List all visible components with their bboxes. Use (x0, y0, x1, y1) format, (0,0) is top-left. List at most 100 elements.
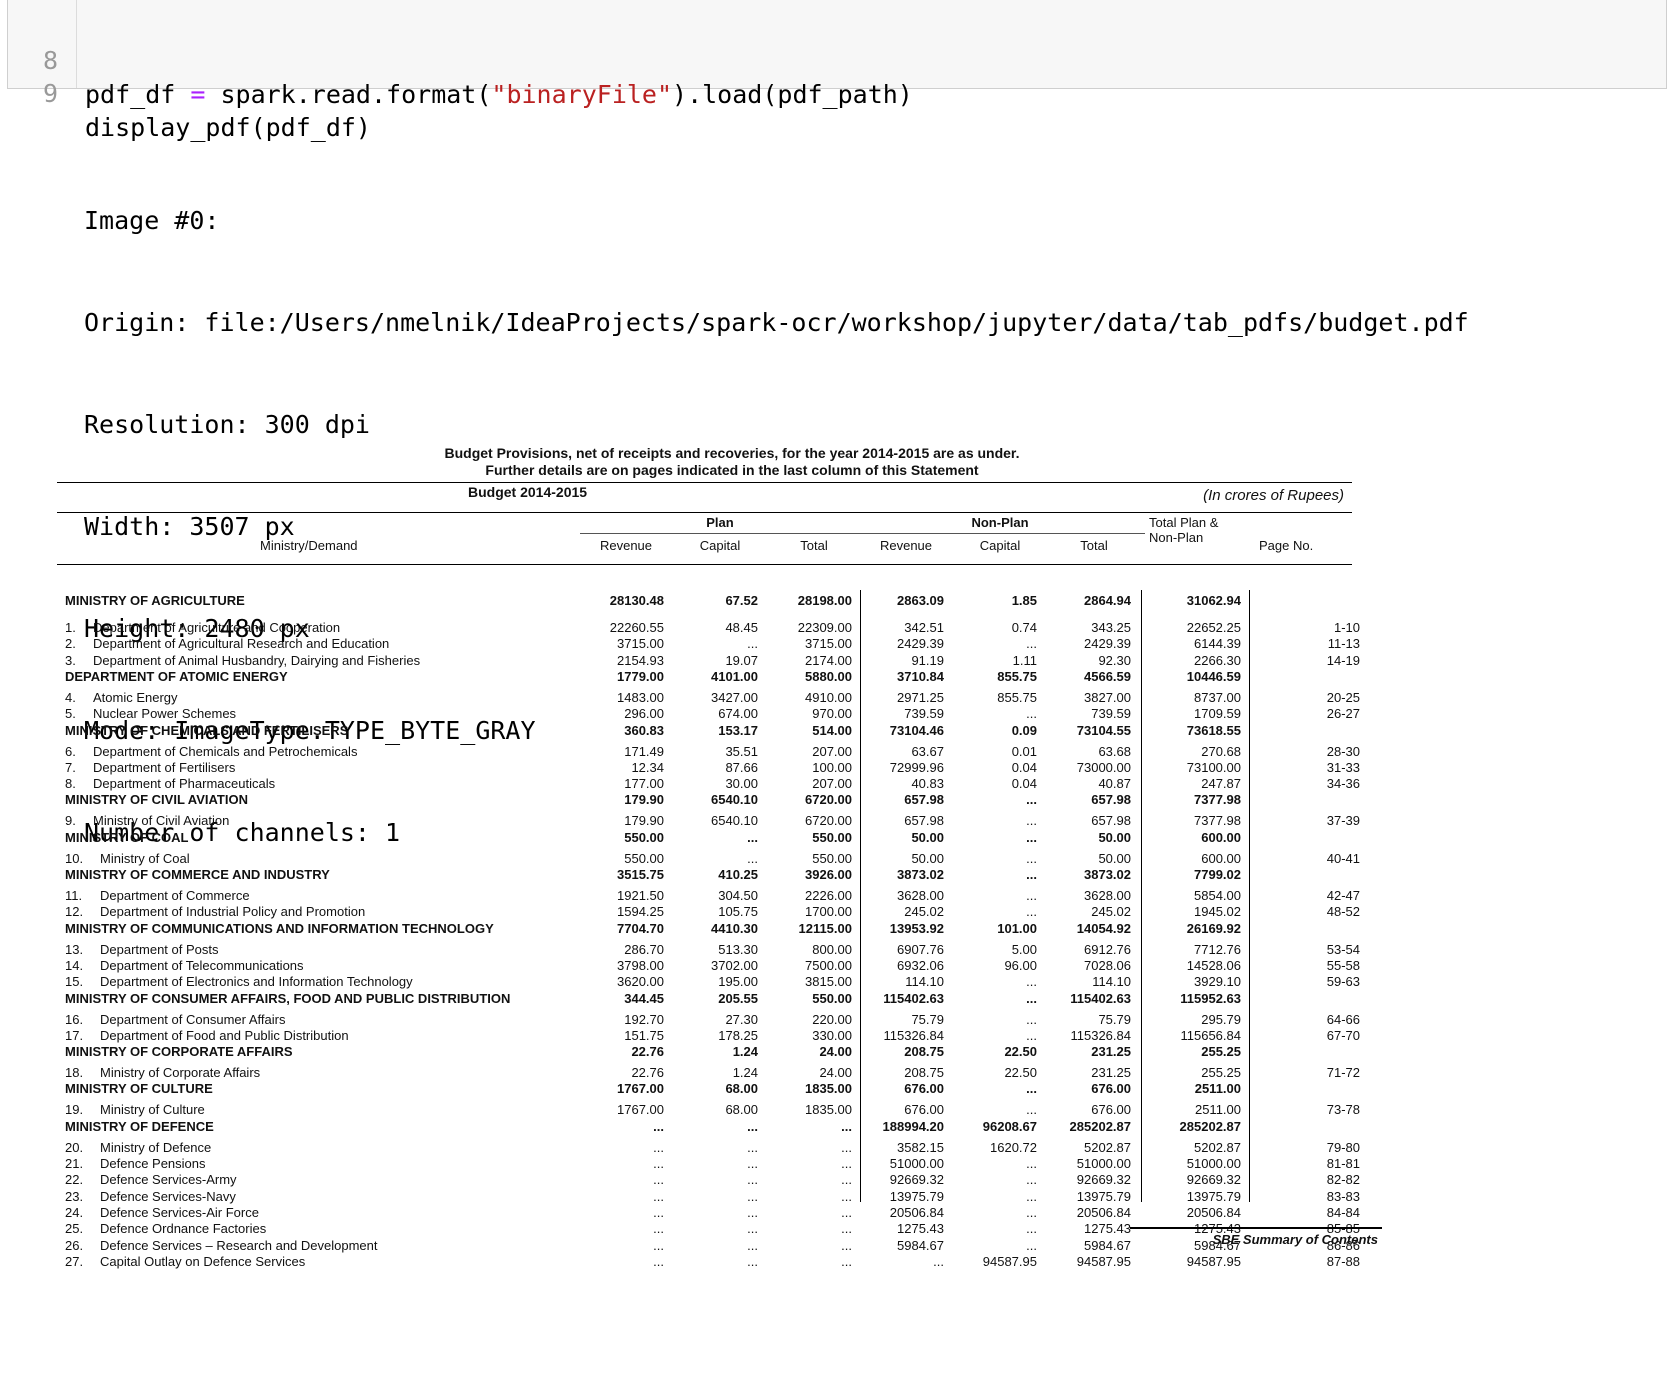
value-cell: ... (747, 1204, 758, 1220)
department-row: 6. Department of Chemicals and Petrochemi… (0, 744, 1674, 760)
value-cell: 20506.84 (1076, 1204, 1131, 1220)
header-capital: Capital (979, 538, 1021, 553)
row-label: Defence Services – Research and Developm… (100, 1237, 378, 1253)
value-cell: ... (1026, 1204, 1037, 1220)
ministry-row: MINISTRY OF COAL 550.00... 550.00 50.00... 5… (0, 830, 1674, 846)
value-cell: 2863.09 (897, 593, 944, 608)
ministry-row: MINISTRY OF CULTURE 1767.00 68.00 1835.00 67… (0, 1081, 1674, 1097)
value-cell: 100.00 (812, 759, 852, 775)
department-row: 14. Department of Telecommunications 3798.… (0, 958, 1674, 974)
document-footer: SBE Summary of Contents (1212, 1232, 1378, 1247)
output-line: Resolution: 300 dpi (84, 410, 370, 439)
value-cell: 270.68 (1201, 743, 1241, 759)
value-cell: 20506.84 (889, 1204, 944, 1220)
value-cell: 5202.87 (1194, 1139, 1241, 1155)
row-label: Department of Electronics and Informatio… (100, 974, 413, 990)
department-row: 26. Defence Services – Research and Devel… (0, 1238, 1674, 1254)
value-cell: 63.67 (911, 743, 944, 759)
row-label: Capital Outlay on Defence Services (100, 1253, 306, 1269)
value-cell: ... (841, 1237, 852, 1253)
value-cell: 208.75 (904, 1065, 944, 1081)
row-number: 18. (65, 1065, 84, 1081)
value-cell: 151.75 (624, 1027, 664, 1043)
value-cell: ... (653, 1139, 664, 1155)
value-cell: 855.75 (997, 668, 1037, 684)
value-cell: 101.00 (997, 920, 1037, 936)
cell-output: Image #0: Origin: file:/Users/nmelnik/Id… (84, 136, 1469, 884)
value-cell: ... (747, 1188, 758, 1204)
code-line-8[interactable]: 8 pdf_df = spark.read.format("binaryFile… (8, 10, 913, 109)
value-cell: 6720.00 (805, 813, 852, 829)
value-cell: 6912.76 (1084, 941, 1131, 957)
page-number-cell: 73-78 (1326, 1102, 1360, 1118)
value-cell: ... (747, 850, 758, 866)
page-number-cell: 26-27 (1326, 706, 1360, 722)
value-cell: ... (653, 1172, 664, 1188)
value-cell: ... (1026, 1156, 1037, 1171)
value-cell: 2511.00 (1194, 1102, 1241, 1118)
value-cell: 5984.67 (897, 1237, 944, 1253)
department-row: 5. Nuclear Power Schemes 296.00 674.00 970.0… (0, 706, 1674, 722)
value-cell: 115326.84 (1070, 1027, 1132, 1043)
row-label: Defence Services-Navy (100, 1188, 236, 1204)
header-revenue: Revenue (879, 538, 933, 553)
code-text[interactable]: pdf_df = spark.read.format("binaryFile")… (85, 80, 913, 109)
department-row: 13. Department of Posts 286.70 513.30 800.00… (0, 942, 1674, 958)
value-cell: 245.02 (1091, 904, 1131, 920)
value-cell: 1275.43 (897, 1221, 944, 1237)
value-cell: 220.00 (812, 1011, 852, 1027)
value-cell: 73618.55 (1186, 722, 1241, 738)
value-cell: 3926.00 (805, 867, 852, 882)
ministry-row: MINISTRY OF CORPORATE AFFAIRS 22.76 1.24 24… (0, 1044, 1674, 1060)
value-cell: 94587.95 (982, 1253, 1037, 1269)
code-line-9[interactable]: 9 display_pdf(pdf_df) (8, 43, 371, 142)
value-cell: 50.00 (1098, 850, 1131, 866)
value-cell: 179.90 (624, 792, 664, 808)
row-number: 14. (65, 957, 84, 973)
value-cell: 295.79 (1201, 1011, 1241, 1027)
value-cell: 28130.48 (609, 593, 664, 608)
row-label: Department of Industrial Policy and Prom… (100, 904, 366, 920)
value-cell: 3628.00 (897, 888, 944, 903)
value-cell: ... (841, 1204, 852, 1220)
value-cell: 4410.30 (711, 920, 758, 936)
row-label: Department of Pharmaceuticals (93, 776, 276, 792)
row-number: 7. (65, 759, 76, 775)
header-total-plan: Total Plan & (1149, 515, 1219, 530)
ministry-row: MINISTRY OF CONSUMER AFFAIRS, FOOD AND P… (0, 991, 1674, 1007)
code-text[interactable]: display_pdf(pdf_df) (85, 113, 371, 142)
value-cell: 1.11 (1012, 652, 1037, 668)
value-cell: 73000.00 (1076, 759, 1131, 775)
value-cell: ... (1026, 1237, 1037, 1253)
value-cell: ... (1026, 1221, 1037, 1237)
row-label: MINISTRY OF CULTURE (65, 1081, 213, 1097)
row-number: 24. (65, 1204, 84, 1220)
row-number: 12. (65, 904, 84, 920)
value-cell: 1767.00 (617, 1081, 664, 1097)
value-cell: ... (1026, 1081, 1037, 1097)
value-cell: 114.10 (1092, 974, 1131, 990)
value-cell: 0.01 (1011, 743, 1037, 759)
value-cell: 40.87 (1098, 776, 1131, 792)
value-cell: 115402.63 (1070, 990, 1131, 1006)
value-cell: ... (1026, 829, 1037, 845)
row-label: MINISTRY OF CORPORATE AFFAIRS (65, 1044, 293, 1060)
value-cell: 51000.00 (1076, 1156, 1131, 1171)
row-label: MINISTRY OF CONSUMER AFFAIRS, FOOD AND P… (65, 990, 511, 1006)
value-cell: 22.76 (631, 1044, 664, 1060)
department-row: 11. Department of Commerce 1921.50 304.50 22… (0, 888, 1674, 904)
row-label: Department of Agriculture and Cooperatio… (93, 620, 341, 635)
code-cell[interactable]: 8 pdf_df = spark.read.format("binaryFile… (7, 0, 1667, 142)
document-title-2: Further details are on pages indicated i… (485, 462, 979, 478)
value-cell: 676.00 (904, 1081, 944, 1097)
value-cell: 51000.00 (889, 1156, 944, 1171)
value-cell: 410.25 (718, 867, 758, 882)
value-cell: 1.85 (1011, 593, 1037, 608)
value-cell: ... (653, 1156, 664, 1171)
row-label: MINISTRY OF AGRICULTURE (65, 593, 245, 608)
value-cell: 192.70 (624, 1011, 664, 1027)
row-number: 19. (65, 1102, 84, 1118)
row-label: Ministry of Civil Aviation (93, 813, 230, 829)
value-cell: 40.83 (911, 776, 944, 792)
value-cell: 3827.00 (1084, 689, 1131, 705)
